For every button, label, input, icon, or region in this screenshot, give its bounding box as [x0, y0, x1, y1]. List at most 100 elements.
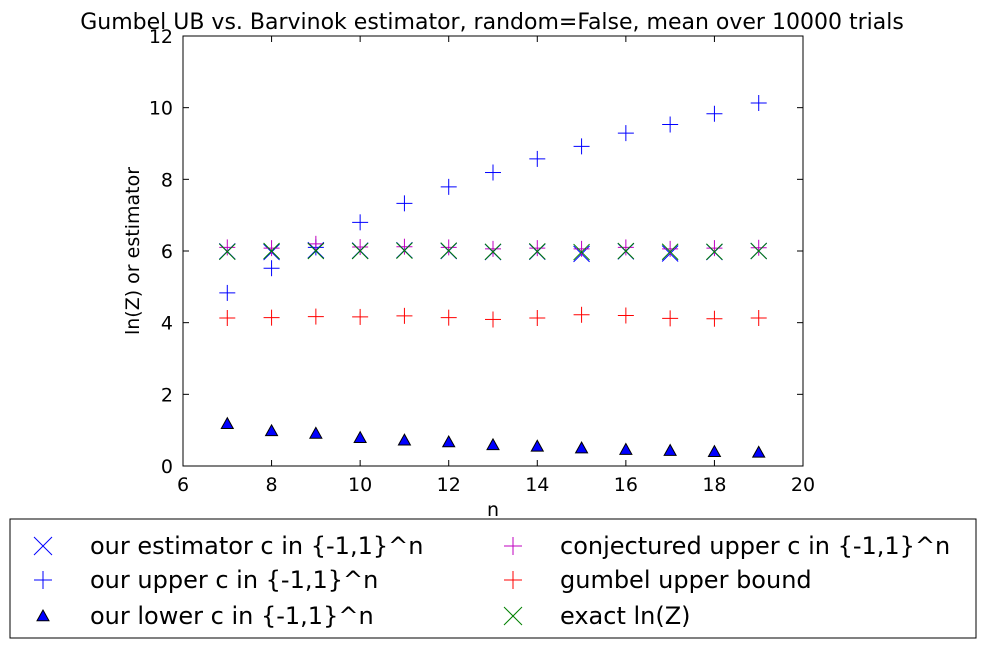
legend-entry-our-lower-c-in-1-1-n: our lower c in {-1,1}^n: [36, 602, 374, 630]
data-point: [529, 240, 546, 257]
y-tick-label: 6: [161, 241, 173, 263]
x-tick-label: 18: [702, 474, 726, 496]
data-point: [617, 125, 634, 142]
data-point: [220, 416, 235, 430]
data-point: [662, 310, 679, 327]
data-point: [440, 309, 457, 326]
data-point: [397, 433, 412, 446]
data-point: [307, 308, 324, 325]
data-point: [617, 239, 634, 256]
data-point: [750, 310, 767, 327]
x-tick-label: 12: [437, 474, 461, 496]
legend-entry-conjectured-upper-c-in-1-1-n: conjectured upper c in {-1,1}^n: [504, 532, 950, 560]
legend-label: gumbel upper bound: [560, 566, 812, 594]
legend-marker: [33, 536, 53, 556]
data-point: [352, 239, 369, 256]
data-point: [750, 239, 767, 256]
data-point: [396, 238, 413, 255]
y-axis-label: ln(Z) or estimator: [122, 167, 144, 335]
data-point: [440, 178, 457, 195]
axis-ticks: 6 8 10 12 14 16 18 20 0 2 4 6 8 10 12: [149, 26, 815, 496]
legend-frame: [9, 518, 977, 639]
data-point: [485, 311, 501, 328]
data-point: [706, 243, 723, 261]
data-point: [663, 443, 677, 456]
legend-label: exact ln(Z): [560, 602, 691, 630]
data-point: [528, 243, 546, 260]
data-point: [706, 105, 723, 122]
data-point: [573, 243, 590, 261]
data-point: [706, 240, 723, 257]
series-conjectured-upper-c-in-1-1-n: [219, 235, 767, 257]
data-point: [485, 240, 501, 257]
data-point: [440, 242, 458, 259]
y-tick-label: 4: [161, 313, 173, 335]
data-point: [617, 307, 634, 324]
data-point: [352, 308, 369, 325]
data-point: [661, 243, 679, 261]
data-point: [440, 239, 457, 256]
chart-title: Gumbel UB vs. Barvinok estimator, random…: [80, 10, 904, 35]
data-point: [219, 284, 236, 301]
x-tick-label: 6: [177, 474, 189, 496]
data-point: [750, 95, 767, 112]
y-tick-label: 10: [149, 98, 173, 120]
series-our-upper-c-in-1-1-n: [219, 95, 767, 301]
data-point: [751, 445, 766, 458]
data-point: [573, 138, 590, 155]
data-point: [396, 242, 413, 259]
data-point: [529, 310, 546, 327]
data-point: [619, 442, 633, 455]
x-tick-label: 14: [525, 474, 549, 496]
y-tick-label: 2: [161, 384, 173, 406]
y-tick-label: 8: [161, 169, 173, 191]
data-point: [396, 307, 413, 324]
data-point: [307, 242, 325, 260]
legend-label: our estimator c in {-1,1}^n: [90, 532, 423, 560]
x-tick-label: 16: [614, 474, 638, 496]
y-tick-label: 0: [161, 456, 173, 478]
data-point: [263, 260, 280, 277]
data-point: [353, 430, 367, 443]
data-point: [263, 240, 280, 257]
data-point: [307, 235, 324, 252]
data-point: [441, 434, 456, 448]
legend-label: our lower c in {-1,1}^n: [90, 602, 374, 630]
data-point: [662, 240, 679, 257]
data-point: [352, 214, 369, 231]
data-point: [309, 426, 323, 439]
legend-entry-gumbel-upper-bound: gumbel upper bound: [504, 566, 812, 594]
legend-marker: [36, 608, 50, 622]
data-point: [219, 310, 236, 327]
data-point: [219, 239, 236, 256]
series-exact-ln-z: [218, 242, 768, 261]
data-point: [573, 306, 590, 323]
legend-entry-exact-ln-z: exact ln(Z): [503, 602, 691, 630]
legend-marker: [503, 606, 523, 626]
x-tick-label: 10: [348, 474, 372, 496]
legend-label: conjectured upper c in {-1,1}^n: [560, 532, 950, 560]
data-point: [662, 116, 679, 133]
data-point: [485, 164, 501, 181]
data-point: [574, 441, 589, 454]
series-our-lower-c-in-1-1-n: [220, 416, 766, 458]
y-tick-label: 12: [149, 26, 173, 48]
data-point: [530, 439, 545, 452]
legend-entry-our-estimator-c-in-1-1-n: our estimator c in {-1,1}^n: [33, 532, 423, 560]
legend-marker: [504, 537, 522, 555]
data-point: [529, 150, 546, 167]
data-point: [484, 243, 502, 261]
data-point: [617, 242, 635, 260]
data-point: [351, 242, 369, 260]
data-point: [263, 242, 280, 260]
series-layer: [218, 95, 768, 458]
x-tick-label: 20: [791, 474, 815, 496]
x-axis-label: n: [487, 499, 499, 521]
legend-label: our upper c in {-1,1}^n: [90, 566, 378, 594]
data-point: [573, 240, 590, 257]
legend: our estimator c in {-1,1}^n our upper c i…: [9, 518, 977, 639]
data-point: [263, 309, 280, 326]
x-tick-label: 8: [266, 474, 278, 496]
legend-entry-our-upper-c-in-1-1-n: our upper c in {-1,1}^n: [34, 566, 378, 594]
